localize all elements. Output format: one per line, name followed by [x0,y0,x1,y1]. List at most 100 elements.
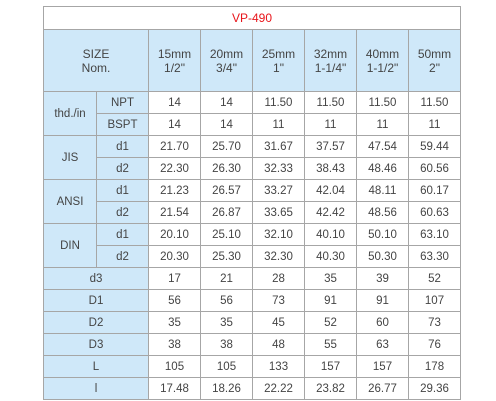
table-title: VP-490 [43,6,461,30]
cell: 60.56 [408,157,461,180]
col-mm: 32mm [313,46,348,61]
table-row-ansi-d1: ANSI d1 21.23 26.57 33.27 42.04 48.11 60… [43,179,461,224]
cell: 63.30 [408,245,461,268]
col-inch: 2" [429,60,440,75]
row-label: d2 [96,245,149,268]
size-header-line2: Nom. [81,60,111,75]
row-label: d3 [43,267,149,290]
col-header: 40mm 1-1/2" [356,29,409,92]
cell: 52 [304,311,357,334]
cell: 26.77 [356,377,409,400]
cell: 11 [356,113,409,136]
cell: 42.04 [304,179,357,202]
cell: 48.11 [356,179,409,202]
cell: 40.30 [304,245,357,268]
group-label-jis: JIS [43,135,97,180]
table-row-d3: d3 17 21 28 35 39 52 [43,267,461,290]
row-label: l [43,377,149,400]
cell: 11 [252,113,305,136]
cell: 60 [356,311,409,334]
table-row-l: l 17.48 18.26 22.22 23.82 26.77 29.36 [43,377,461,400]
cell: 35 [200,311,253,334]
col-mm: 15mm [157,46,192,61]
col-header: 25mm 1" [252,29,305,92]
cell: 14 [200,113,253,136]
table-row-L: L 105 105 133 157 157 178 [43,355,461,378]
cell: 21.23 [148,179,201,202]
table-row-D1: D1 56 56 73 91 91 107 [43,289,461,312]
cell: 17 [148,267,201,290]
cell: 39 [356,267,409,290]
cell: 60.63 [408,201,461,224]
cell: 35 [304,267,357,290]
row-label: D2 [43,311,149,334]
table-row-din-d2: d2 20.30 25.30 32.30 40.30 50.30 63.30 [44,245,461,268]
cell: 11.50 [252,91,305,114]
col-header: 50mm 2" [408,29,461,92]
cell: 17.48 [148,377,201,400]
cell: 26.57 [200,179,253,202]
spec-table: VP-490 SIZE Nom. 15mm 1/2" 20mm 3/4" 25mm 1… [43,6,461,400]
row-label: BSPT [96,113,149,136]
cell: 11 [304,113,357,136]
col-mm: 20mm [209,46,244,61]
cell: 157 [304,355,357,378]
cell: 25.30 [200,245,253,268]
row-label: D1 [43,289,149,312]
cell: 52 [408,267,461,290]
cell: 11.50 [408,91,461,114]
cell: 25.10 [200,223,253,246]
cell: 59.44 [408,135,461,158]
row-label: d2 [96,201,149,224]
cell: 133 [252,355,305,378]
cell: 178 [408,355,461,378]
cell: 20.10 [148,223,201,246]
table-row-jis-d1: JIS d1 21.70 25.70 31.67 37.57 47.54 59.… [43,135,461,180]
cell: 50.10 [356,223,409,246]
cell: 32.33 [252,157,305,180]
cell: 21.54 [148,201,201,224]
cell: 11.50 [356,91,409,114]
cell: 29.36 [408,377,461,400]
cell: 157 [356,355,409,378]
cell: 37.57 [304,135,357,158]
table-row-D2: D2 35 35 45 52 60 73 [43,311,461,334]
row-label: d1 [96,135,149,158]
cell: 73 [408,311,461,334]
row-label: D3 [43,333,149,356]
cell: 28 [252,267,305,290]
cell: 63 [356,333,409,356]
row-label: L [43,355,149,378]
cell: 107 [408,289,461,312]
row-label: NPT [96,91,149,114]
cell: 23.82 [304,377,357,400]
cell: 31.67 [252,135,305,158]
cell: 38.43 [304,157,357,180]
header-row: SIZE Nom. 15mm 1/2" 20mm 3/4" 25mm 1" 32mm 1… [43,29,461,92]
size-header-line1: SIZE [82,46,110,61]
cell: 32.30 [252,245,305,268]
table-row-bspt: BSPT 14 14 11 11 11 11 [44,113,461,136]
cell: 48.46 [356,157,409,180]
cell: 26.87 [200,201,253,224]
cell: 11.50 [304,91,357,114]
col-header: 32mm 1-1/4" [304,29,357,92]
col-mm: 25mm [261,46,296,61]
cell: 20.30 [148,245,201,268]
row-label: d1 [96,179,149,202]
cell: 50.30 [356,245,409,268]
col-mm: 40mm [365,46,400,61]
cell: 14 [148,113,201,136]
cell: 33.27 [252,179,305,202]
cell: 21 [200,267,253,290]
cell: 25.70 [200,135,253,158]
cell: 22.22 [252,377,305,400]
cell: 18.26 [200,377,253,400]
table-row-jis-d2: d2 22.30 26.30 32.33 38.43 48.46 60.56 [44,157,461,180]
cell: 105 [148,355,201,378]
cell: 21.70 [148,135,201,158]
table-row-D3: D3 38 38 48 55 63 76 [43,333,461,356]
cell: 33.65 [252,201,305,224]
col-inch: 1-1/2" [366,60,399,75]
table-row-npt: thd./in NPT 14 14 11.50 11.50 11.50 11.5… [43,91,461,136]
